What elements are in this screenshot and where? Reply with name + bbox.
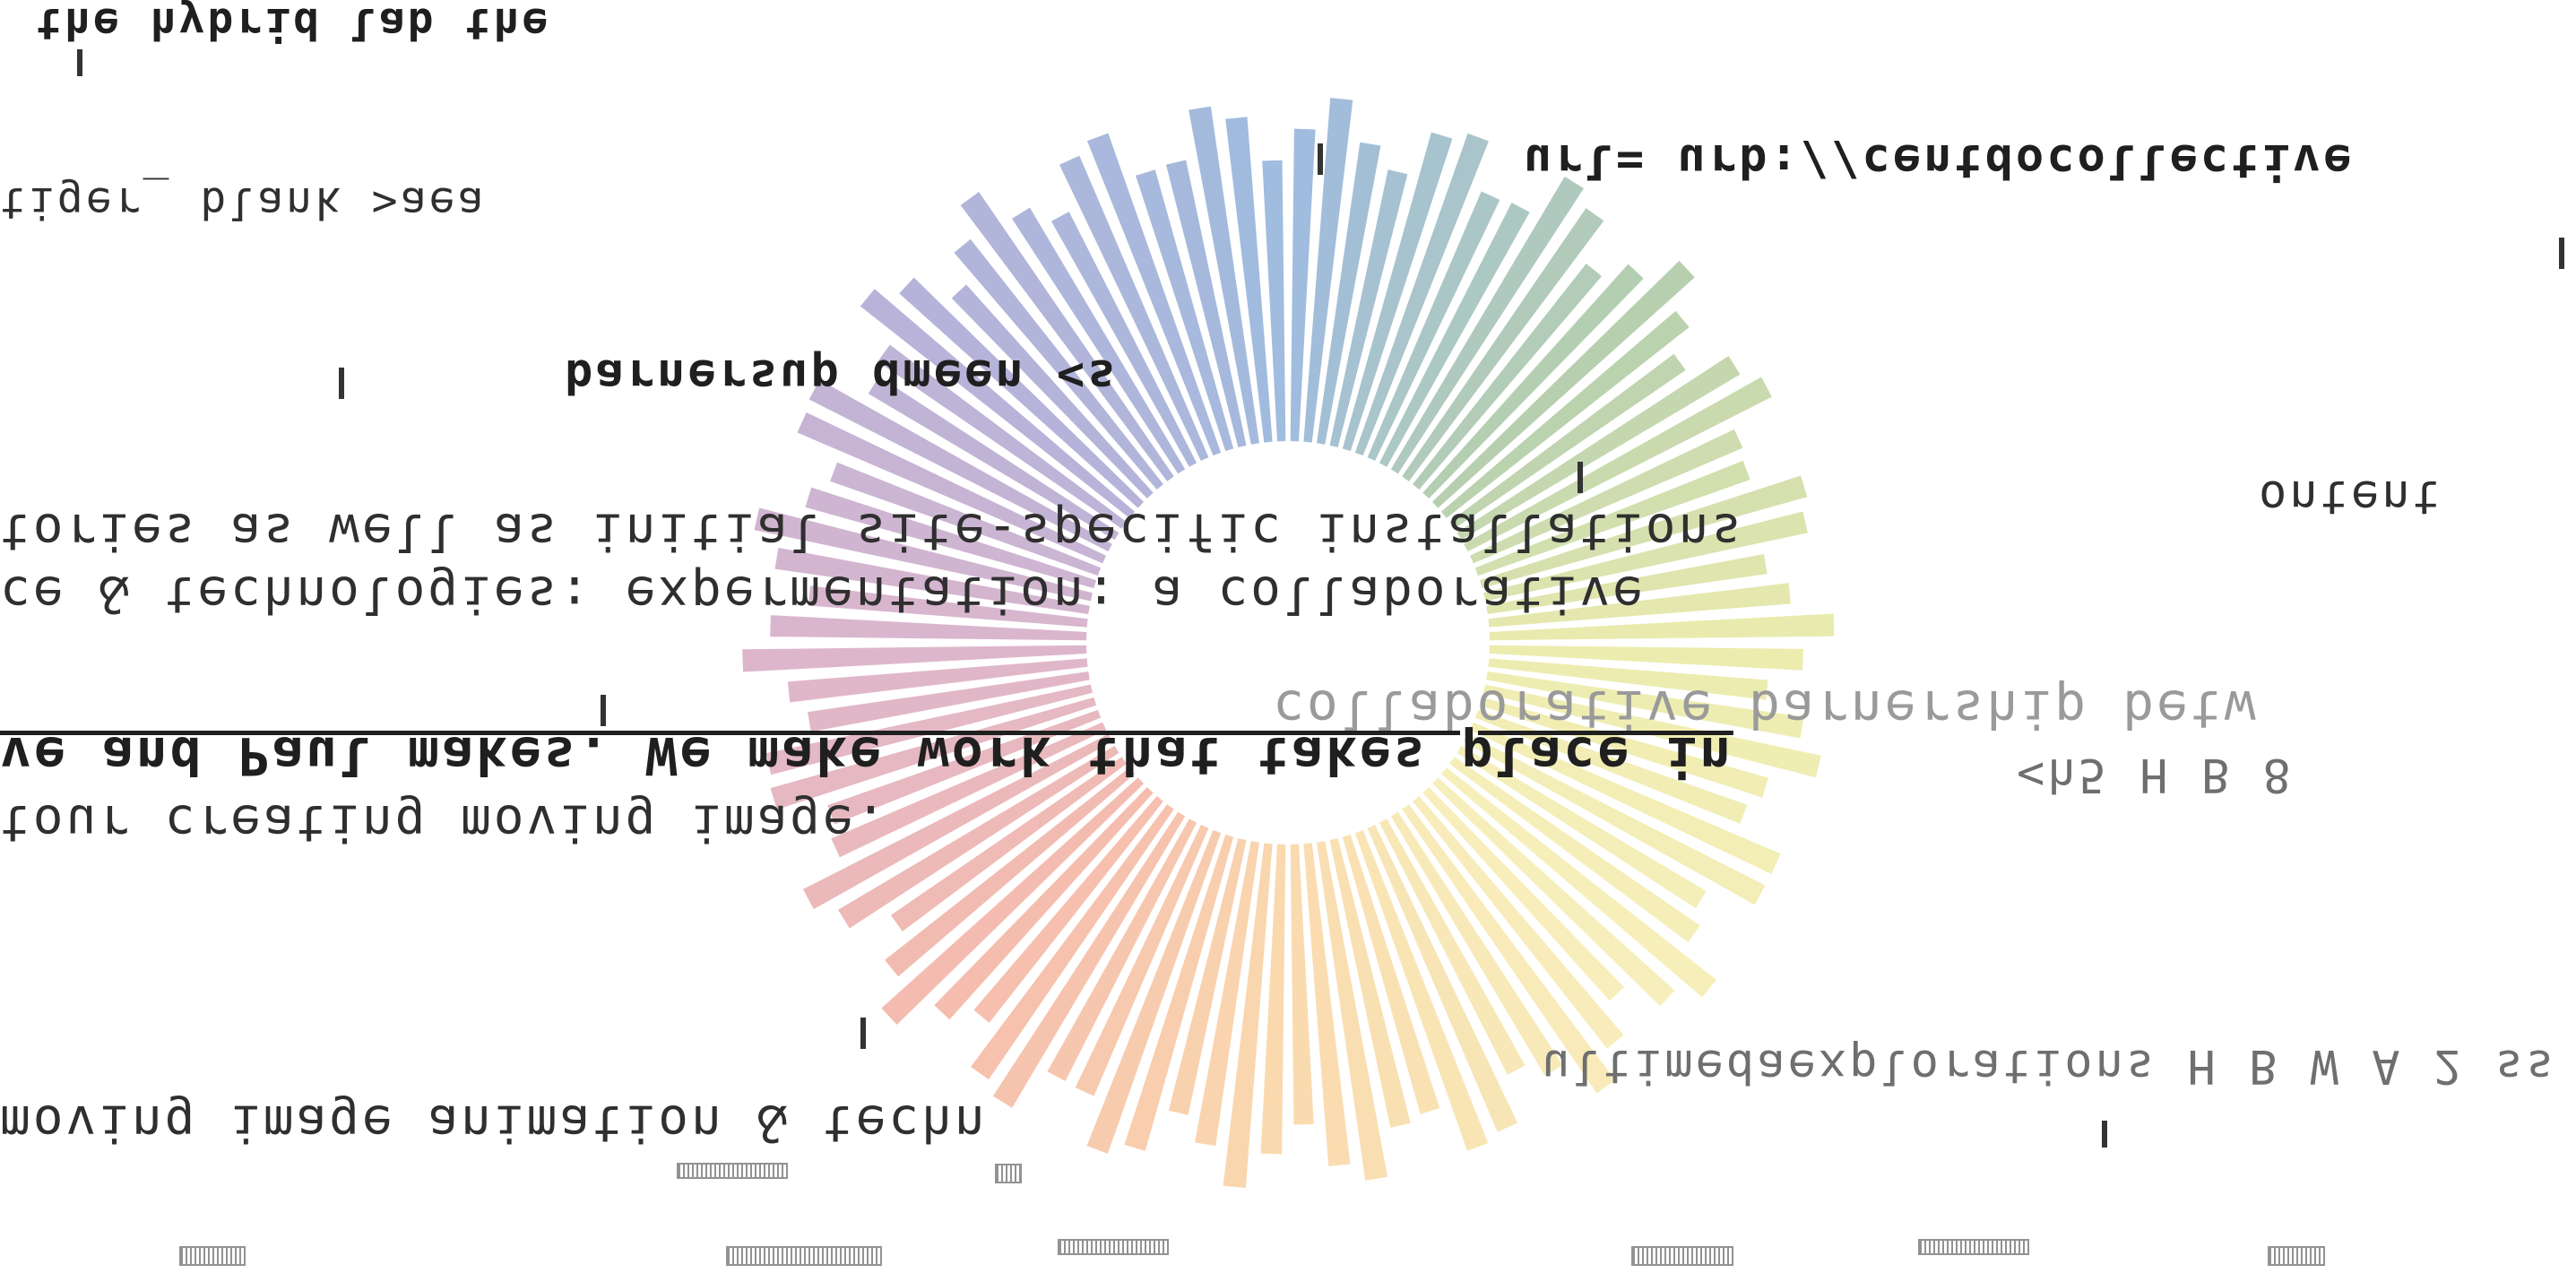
wheel-wedge [1479,475,1808,589]
wheel-wedge [838,745,1119,929]
wheel-wedge [1469,429,1743,564]
wheel-wedge [1440,767,1716,998]
wheel-wedge [860,289,1136,518]
wheel-wedge [1390,176,1584,474]
color-wheel-wedges [742,98,1835,1189]
wheel-wedge [830,462,1102,576]
wheel-wedge [1086,829,1222,1154]
wheel-wedge [1449,757,1700,943]
wheel-wedge [1225,117,1273,443]
wheel-wedge [1457,745,1707,909]
wheel-wedge [960,192,1174,481]
wheel-wedge [1260,844,1286,1155]
wheel-wedge [754,507,1093,602]
wheel-wedge [1303,98,1353,443]
wheel-wedge [1413,263,1602,490]
wheel-wedge [899,277,1145,508]
wheel-wedge [1262,160,1286,442]
wheel-wedge [1479,697,1768,798]
wheel-wedge [1290,128,1316,442]
wheel-wedge [1223,843,1273,1189]
wheel-wedge [1354,829,1489,1151]
wheel-wedge [1354,133,1489,456]
wheel-wedge [1464,377,1772,552]
wheel-wedge [1012,207,1186,474]
wheel-wedge [1165,160,1247,447]
wheel-wedge [1489,645,1803,671]
wheel-wedge [1464,733,1766,905]
wheel-wedge [1486,553,1768,614]
wheel-wedge [1489,613,1835,641]
wheel-wedge [1317,841,1388,1181]
wheel-wedge [951,284,1154,499]
wheel-wedge [1469,722,1781,875]
wheel-wedge [1124,834,1234,1151]
wheel-wedge [742,645,1087,672]
wheel-wedge [1431,777,1675,1007]
wheel-wedge [1303,843,1351,1166]
wheel-wedge [992,811,1186,1108]
wheel-wedge [770,615,1087,641]
wheel-wedge [1402,208,1604,481]
wheel-wedge [802,733,1112,910]
wheel-wedge [808,671,1090,732]
wheel-wedge [971,804,1174,1080]
wheel-wedge [1422,786,1625,1001]
wheel-wedge [831,722,1107,858]
wheel-wedge [885,767,1136,977]
wheel-wedge [1449,353,1686,529]
wheel-wedge [1488,658,1768,700]
wheel-wedge [1342,834,1440,1114]
wheel-wedge [1486,671,1804,739]
wheel-wedge [881,777,1145,1025]
wheel-wedge [1195,841,1259,1147]
wheel-wedge [1488,583,1791,628]
wheel-wedge [1379,819,1526,1075]
wheel-wedge [1317,142,1381,445]
wheel-wedge [1168,838,1247,1115]
wheel-wedge [1059,155,1209,462]
wheel-wedge [1050,212,1197,467]
wheel-wedge [973,795,1163,1023]
wheel-wedge [934,786,1154,1020]
wheel-wedge [1290,844,1314,1125]
wheel-wedge [1329,169,1408,447]
wheel-wedge [774,547,1090,614]
wheel-wedge [1402,804,1616,1094]
wheel-wedge [797,411,1107,564]
wheel-wedge [827,709,1102,825]
wheel-wedge [1189,106,1259,445]
wheel-wedge [808,379,1112,552]
wheel-wedge [808,585,1088,628]
wheel-wedge [1431,260,1695,508]
wheel-wedge [1474,709,1748,824]
wheel-wedge [1457,356,1741,541]
wheel-wedge [1483,511,1808,602]
wheel-wedge [770,697,1097,810]
wheel-wedge [1342,132,1453,452]
wheel-wedge [1474,460,1750,576]
wheel-wedge [1367,824,1518,1132]
wheel-wedge [1413,795,1624,1049]
wheel-wedge [1440,310,1690,518]
wheel-wedge [877,344,1127,529]
wheel-wedge [890,757,1127,931]
wheel-wedge [1075,824,1209,1096]
wheel-wedge [1047,819,1197,1081]
wheel-wedge [1390,811,1563,1077]
wheel-wedge [1136,169,1234,452]
wheel-wedge [954,238,1163,490]
wheel-wedge [1379,202,1530,467]
wheel-wedge [868,376,1119,541]
wheel-wedge [787,658,1088,703]
wheel-wedge [1086,133,1222,456]
wheel-wedge [765,684,1093,775]
wheel-wedge [1329,838,1411,1128]
wheel-wedge [1422,264,1644,499]
wheel-wedge [1483,684,1821,778]
wheel-wedge [805,487,1097,589]
wheel-wedge [1367,191,1500,462]
